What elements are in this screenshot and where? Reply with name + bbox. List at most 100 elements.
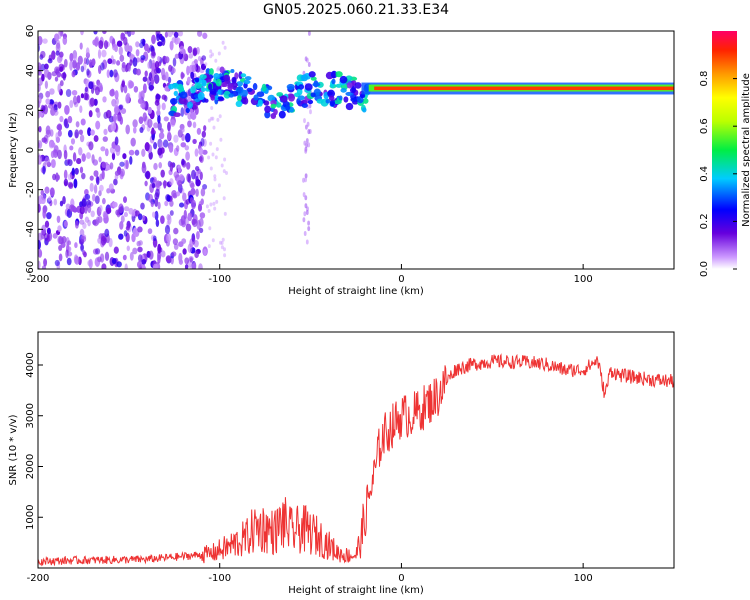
spectrogram-line-peak xyxy=(374,86,674,91)
spectrogram-cell xyxy=(211,238,215,243)
spectrogram-cell xyxy=(99,173,103,182)
spectrogram-cell xyxy=(142,76,148,82)
spectrogram-cell xyxy=(185,151,190,161)
spectrogram-cell xyxy=(156,33,160,42)
spectrogram-cell xyxy=(81,172,86,180)
spectrogram-cell xyxy=(129,59,133,66)
spectrogram-cell xyxy=(81,153,86,162)
spectrogram-cells xyxy=(38,31,674,269)
spectrogram-cell xyxy=(163,116,169,122)
spectrogram-cell xyxy=(182,192,187,202)
spectrogram-cell xyxy=(205,204,209,209)
x-tick-label: 100 xyxy=(574,274,593,285)
spectrogram-cell xyxy=(187,46,193,54)
spectrogram-cell xyxy=(335,83,343,88)
spectrogram-cell xyxy=(72,59,77,69)
spectrogram-cell xyxy=(144,70,148,77)
spectrogram-cell xyxy=(119,54,125,62)
spectrogram-cell xyxy=(307,129,311,135)
spectrogram-cell xyxy=(93,135,99,143)
spectrogram-cell xyxy=(308,103,312,109)
spectrogram-cell xyxy=(107,58,113,65)
spectrogram-cell xyxy=(153,162,158,171)
spectrogram-cell xyxy=(162,139,169,148)
spectrogram-cell xyxy=(70,138,76,145)
spectrogram-cell xyxy=(235,100,243,108)
spectrogram-cell xyxy=(56,215,61,224)
spectrogram-cell xyxy=(305,210,309,215)
spectrogram-cell xyxy=(350,97,357,102)
spectrogram-cell xyxy=(167,130,172,141)
spectrogram-cell xyxy=(196,231,200,240)
spectrogram-cell xyxy=(114,90,119,100)
spectrogram-cell xyxy=(65,249,69,259)
spectrogram-cell xyxy=(184,264,189,269)
spectrogram-cell xyxy=(221,237,225,242)
spectrogram-cell xyxy=(307,226,311,232)
spectrogram-cell xyxy=(112,69,118,78)
spectrogram-cell xyxy=(173,90,178,96)
spectrogram-cell xyxy=(180,107,185,117)
spectrogram-cell xyxy=(80,93,85,99)
spectrogram-cell xyxy=(119,221,124,230)
spectrogram-cell xyxy=(198,227,204,234)
spectrogram-cell xyxy=(217,183,221,188)
spectrogram-cell xyxy=(96,176,100,186)
spectrogram-cell xyxy=(87,204,92,214)
spectrogram-cell xyxy=(130,137,136,147)
spectrogram-cell xyxy=(192,138,197,144)
spectrogram-cell xyxy=(150,201,154,208)
spectrogram-cell xyxy=(223,74,231,82)
spectrogram-cell xyxy=(194,148,199,157)
colorbar-ticks: 0.0 0.2 0.4 0.6 0.8 xyxy=(699,71,737,277)
spectrogram-cell xyxy=(187,212,193,222)
spectrogram-cell xyxy=(208,68,214,76)
snr-x-ticks: -200 -100 0 100 xyxy=(27,563,593,584)
spectrogram-cell xyxy=(140,90,145,101)
spectrogram-cell xyxy=(217,96,224,101)
spectrogram-cell xyxy=(307,62,311,67)
spectrogram-cell xyxy=(124,31,128,35)
spectrogram-cell xyxy=(100,146,106,152)
spectrogram-cell xyxy=(48,99,55,105)
spectrogram-cell xyxy=(190,71,195,80)
spectrogram-cell xyxy=(38,239,42,250)
spectrogram-cell xyxy=(158,162,163,169)
spectrogram-cell xyxy=(302,177,305,183)
spectrogram-cell xyxy=(69,204,75,212)
spectrogram-cell xyxy=(238,71,243,80)
spectrogram-cell xyxy=(151,34,156,45)
spectrogram-cell xyxy=(125,225,130,231)
spectrogram-cell xyxy=(192,262,197,269)
spectrogram-cell xyxy=(116,114,122,122)
spectrogram-cell xyxy=(200,198,204,205)
spectrogram-cell xyxy=(197,92,205,100)
spectrogram-cell xyxy=(201,55,207,61)
spectrogram-cell xyxy=(192,218,198,228)
spectrogram-cell xyxy=(155,94,161,100)
spectrogram-cell xyxy=(184,145,190,151)
spectrogram-cell xyxy=(40,50,46,59)
spectrogram-cell xyxy=(67,181,74,188)
spectrogram-cell xyxy=(79,206,85,215)
spectrogram-cell xyxy=(302,217,306,223)
spectrogram-cell xyxy=(180,71,184,80)
spectrogram-cell xyxy=(123,230,128,237)
spectrogram-cell xyxy=(78,129,83,135)
spectrogram-cell xyxy=(327,89,336,98)
snr-panel: -200 -100 0 100 1000 2000 3000 4000 Height of … xyxy=(8,331,675,596)
spectrogram-cell xyxy=(177,180,183,187)
spectrogram-cell xyxy=(153,142,158,150)
spectrogram-cell xyxy=(362,107,367,113)
spectrogram-cell xyxy=(142,83,147,94)
spectrogram-cell xyxy=(148,250,154,260)
spectrogram-cell xyxy=(63,58,68,68)
spectrogram-cell xyxy=(57,225,62,232)
spectrogram-cell xyxy=(303,231,307,236)
spectrogram-cell xyxy=(137,226,143,233)
spectrogram-cell xyxy=(104,251,110,262)
spectrogram-cell xyxy=(154,197,159,207)
spectrogram-cell xyxy=(178,218,184,226)
spectrogram-cell xyxy=(80,118,86,126)
snr-xlabel: Height of straight line (km) xyxy=(288,585,424,596)
